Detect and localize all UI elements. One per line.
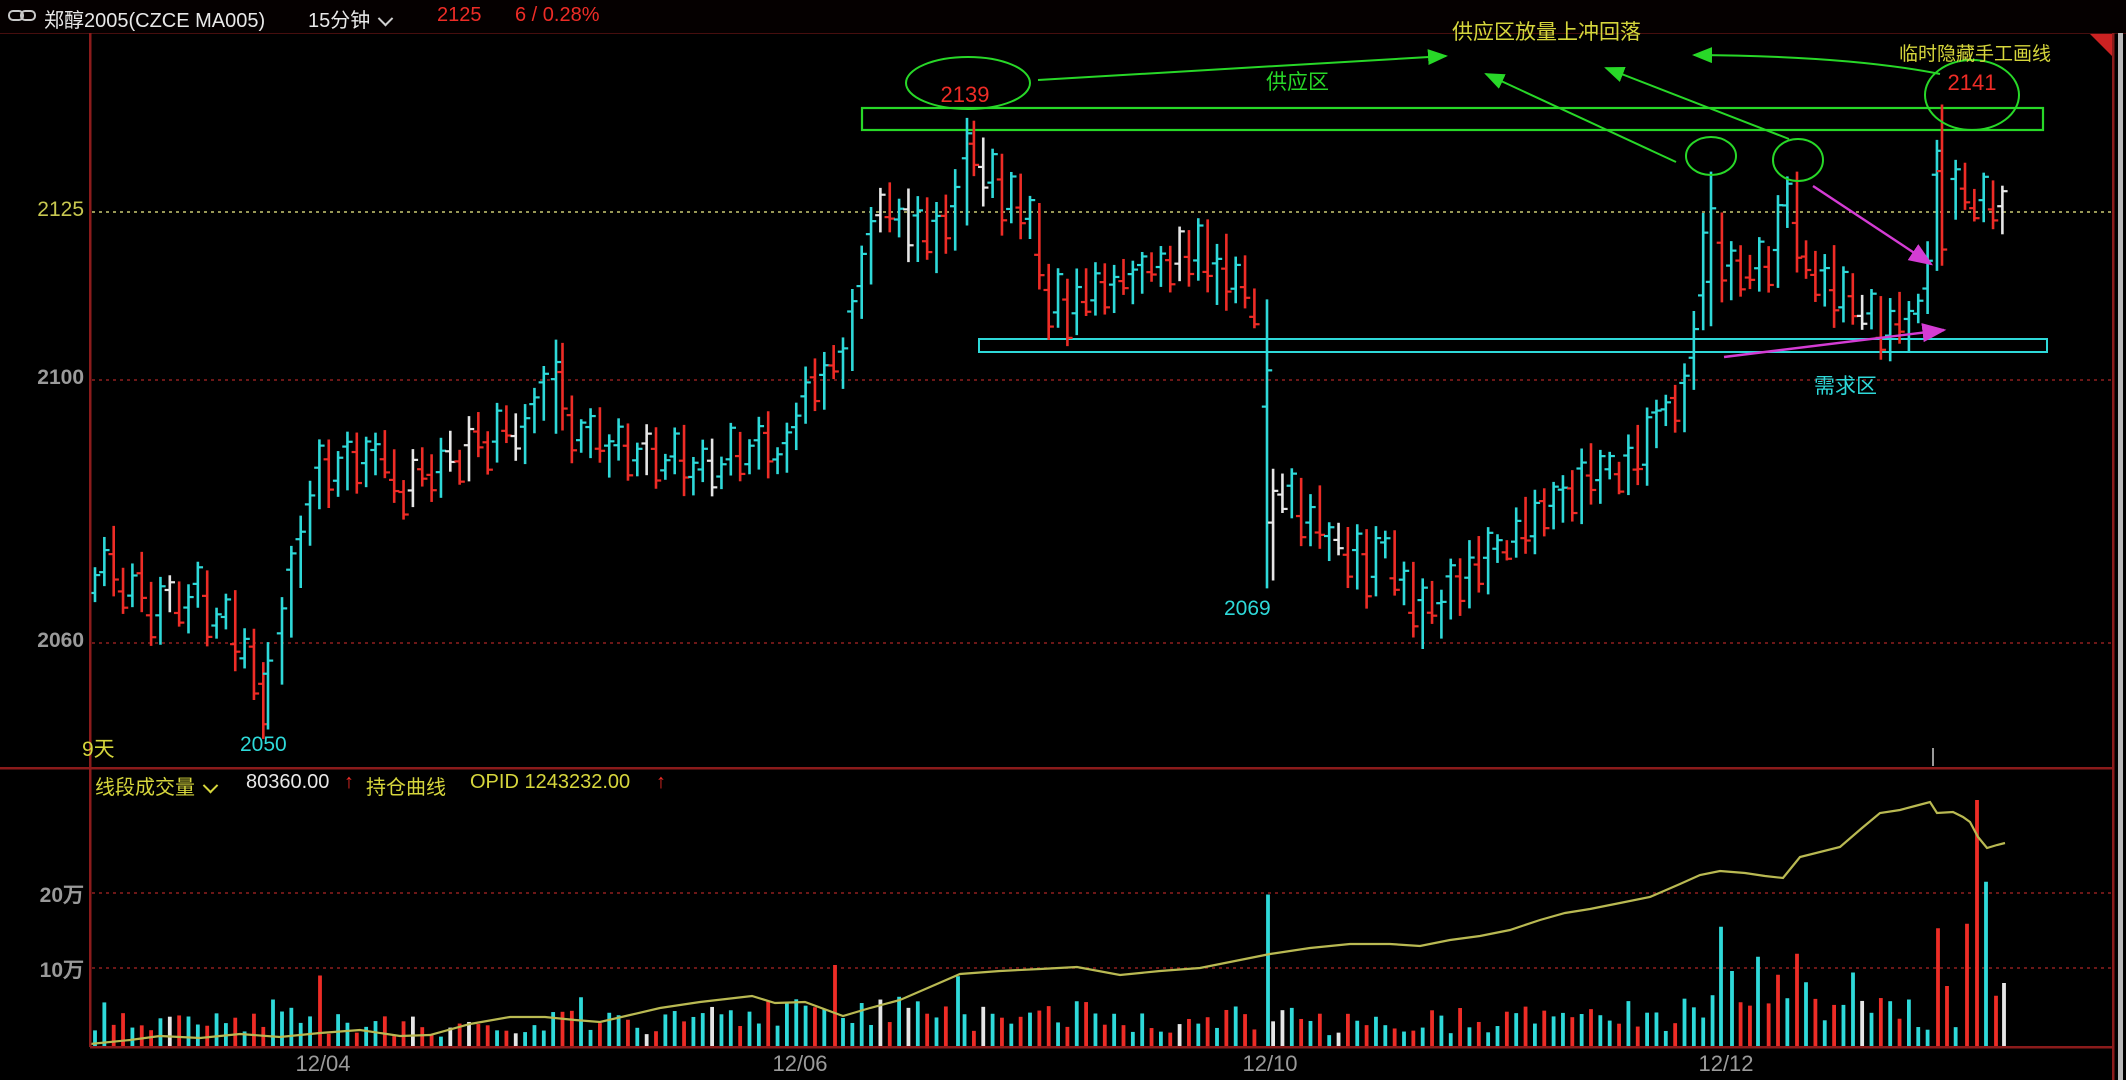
- price-tick-label: 2125: [37, 198, 84, 221]
- price-change: 6 / 0.28%: [515, 4, 600, 26]
- chevron-down-icon: [377, 10, 394, 27]
- price-tick-label: 2060: [37, 629, 84, 652]
- opid-value: OPID 1243232.00: [470, 771, 631, 793]
- segment-days-label: 9天: [82, 738, 115, 761]
- title-bar: 郑醇2005(CZCE MA005) 15分钟 2125 6 / 0.28%: [0, 0, 2126, 33]
- volume-indicator-selector[interactable]: 线段成交量: [95, 771, 219, 800]
- low-price-label-2069: 2069: [1224, 597, 1271, 620]
- annotation-supply-note: 供应区放量上冲回落: [1452, 21, 1641, 44]
- demand-zone-label: 需求区: [1814, 375, 1877, 398]
- peak-price-label-2139: 2139: [940, 82, 990, 107]
- date-label: 12/10: [1242, 1051, 1298, 1076]
- price-tick-label: 2100: [37, 366, 84, 389]
- date-label: 12/04: [295, 1051, 351, 1076]
- chevron-down-icon: [202, 777, 219, 794]
- chain-link-icon: [8, 10, 36, 21]
- holdings-curve-label: 持仓曲线: [366, 777, 446, 799]
- last-price: 2125: [437, 4, 482, 26]
- interval-selector[interactable]: 15分钟: [308, 4, 394, 33]
- date-label: 12/06: [772, 1051, 828, 1076]
- low-price-label-2050: 2050: [240, 733, 287, 756]
- supply-zone-label: 供应区: [1266, 71, 1329, 94]
- volume-tick-label: 20万: [39, 884, 84, 907]
- symbol-title: 郑醇2005(CZCE MA005): [44, 10, 266, 32]
- date-label: 12/12: [1698, 1051, 1754, 1076]
- volume-value: 80360.00: [246, 771, 330, 793]
- annotation-hidden-drawings-note: 临时隐藏手工画线: [1899, 44, 2052, 65]
- peak-price-label-2141: 2141: [1947, 70, 1997, 95]
- opid-up-arrow-icon: ↑: [656, 771, 666, 793]
- volume-tick-label: 10万: [39, 959, 84, 982]
- volume-up-arrow-icon: ↑: [344, 771, 354, 793]
